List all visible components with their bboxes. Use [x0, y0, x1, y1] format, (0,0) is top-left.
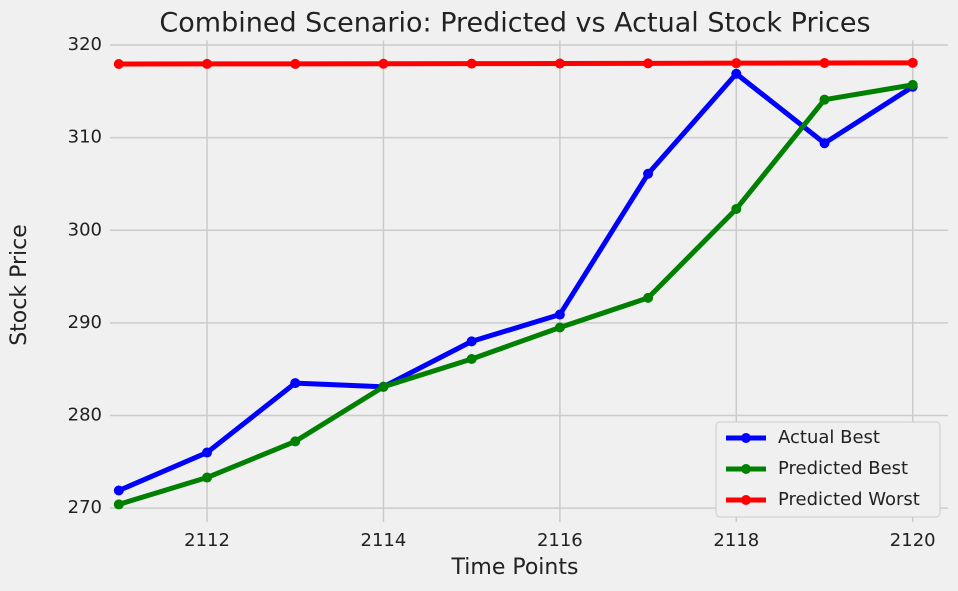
data-point	[819, 94, 830, 105]
legend: Actual Best Predicted Best Predicted Worst	[715, 421, 941, 518]
data-point	[290, 58, 301, 69]
data-point	[202, 472, 213, 483]
series-line	[118, 82, 914, 507]
y-tick-label: 280	[68, 404, 102, 425]
data-point	[290, 378, 301, 389]
legend-marker	[741, 433, 751, 443]
data-point	[554, 322, 565, 333]
series-line	[117, 71, 915, 493]
legend-label: Actual Best	[778, 427, 880, 448]
data-point	[378, 381, 389, 392]
y-tick-label: 310	[68, 127, 102, 148]
data-point	[202, 58, 213, 69]
x-tick-label: 2118	[713, 530, 759, 551]
data-point	[554, 309, 565, 320]
x-axis-label: Time Points	[451, 555, 579, 580]
series-line	[118, 60, 913, 67]
y-tick-label: 320	[68, 34, 102, 55]
x-tick-label: 2116	[537, 530, 583, 551]
y-axis-label: Stock Price	[7, 224, 32, 346]
legend-box	[715, 421, 941, 518]
data-point	[731, 68, 742, 79]
data-point	[113, 499, 124, 510]
legend-label: Predicted Best	[778, 458, 908, 479]
legend-label: Predicted Worst	[778, 489, 920, 510]
data-point	[290, 436, 301, 447]
legend-marker	[741, 495, 751, 505]
x-tick-label: 2120	[890, 530, 936, 551]
data-point	[643, 58, 654, 69]
data-point	[466, 336, 477, 347]
data-point	[113, 59, 124, 70]
data-point	[466, 353, 477, 364]
data-point	[202, 447, 213, 458]
x-tick-label: 2112	[184, 530, 230, 551]
data-point	[907, 79, 918, 90]
y-tick-label: 270	[68, 497, 102, 518]
data-point	[554, 58, 565, 69]
data-point	[378, 58, 389, 69]
data-point	[466, 58, 477, 69]
data-point	[113, 485, 124, 496]
data-point	[731, 203, 742, 214]
chart-title: Combined Scenario: Predicted vs Actual S…	[159, 8, 870, 39]
data-point	[731, 58, 742, 69]
data-point	[819, 138, 830, 149]
x-tick-label: 2114	[361, 530, 407, 551]
data-point	[643, 168, 654, 179]
data-point	[819, 57, 830, 68]
legend-marker	[741, 464, 751, 474]
data-point	[907, 57, 918, 68]
y-tick-label: 290	[68, 312, 102, 333]
data-point	[643, 292, 654, 303]
y-tick-label: 300	[68, 219, 102, 240]
